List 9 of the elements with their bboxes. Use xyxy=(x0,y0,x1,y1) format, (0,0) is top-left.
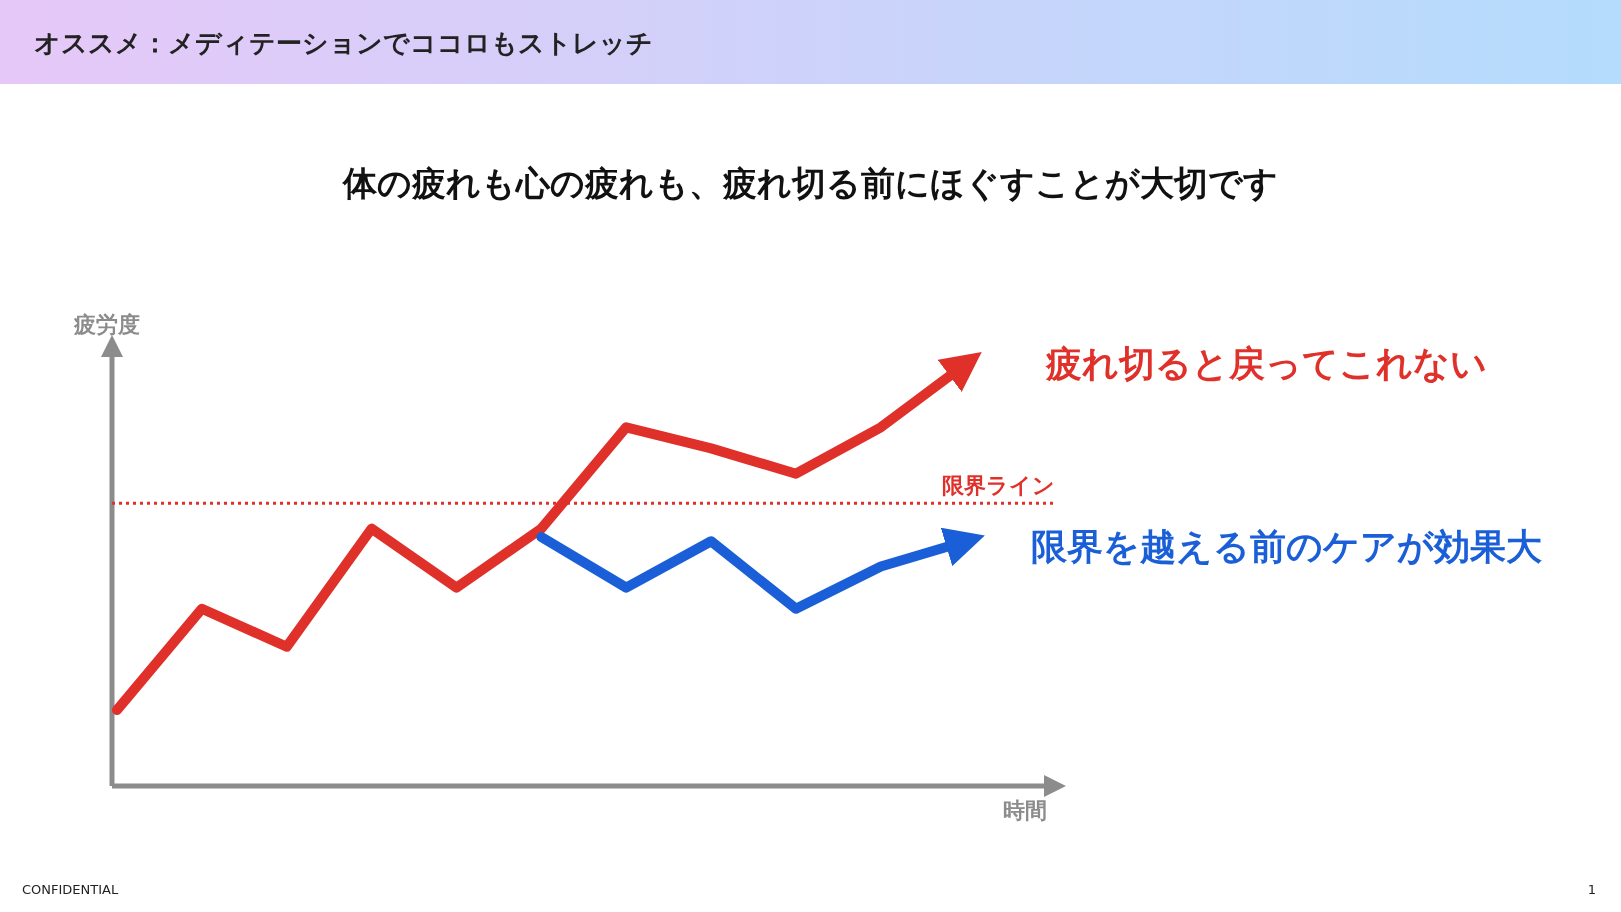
x-axis-title: 時間 xyxy=(1003,798,1047,823)
text: CONFIDENTIAL xyxy=(22,882,119,897)
ref-line-label: 限界ライン xyxy=(942,473,1055,499)
chart-subtitle: 体の疲れも心の疲れも、疲れ切る前にほぐすことが大切です xyxy=(342,163,1278,203)
series-label: 限界を越える前のケアが効果大 xyxy=(1030,526,1542,568)
text: 1 xyxy=(1587,882,1596,897)
chart-title: オススメ：メディテーションでココロもストレッチ xyxy=(34,28,653,58)
text: 疲れ切ると戻ってこれない xyxy=(1044,343,1487,384)
y-axis-title: 疲労度 xyxy=(73,312,140,337)
